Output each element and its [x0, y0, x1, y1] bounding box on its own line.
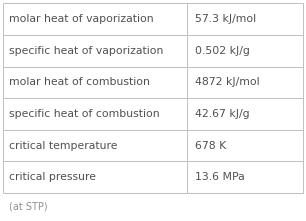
Text: specific heat of combustion: specific heat of combustion: [9, 109, 159, 119]
Text: specific heat of vaporization: specific heat of vaporization: [9, 46, 163, 56]
Text: 0.502 kJ/g: 0.502 kJ/g: [195, 46, 250, 56]
Text: (at STP): (at STP): [9, 202, 47, 212]
Text: 13.6 MPa: 13.6 MPa: [195, 172, 245, 182]
Text: 678 K: 678 K: [195, 141, 226, 151]
Bar: [3, 3, 303, 193]
Text: critical pressure: critical pressure: [9, 172, 95, 182]
Text: 4872 kJ/mol: 4872 kJ/mol: [195, 77, 260, 87]
Text: critical temperature: critical temperature: [9, 141, 117, 151]
Text: molar heat of combustion: molar heat of combustion: [9, 77, 149, 87]
Text: 42.67 kJ/g: 42.67 kJ/g: [195, 109, 250, 119]
Text: 57.3 kJ/mol: 57.3 kJ/mol: [195, 14, 256, 24]
Text: molar heat of vaporization: molar heat of vaporization: [9, 14, 153, 24]
